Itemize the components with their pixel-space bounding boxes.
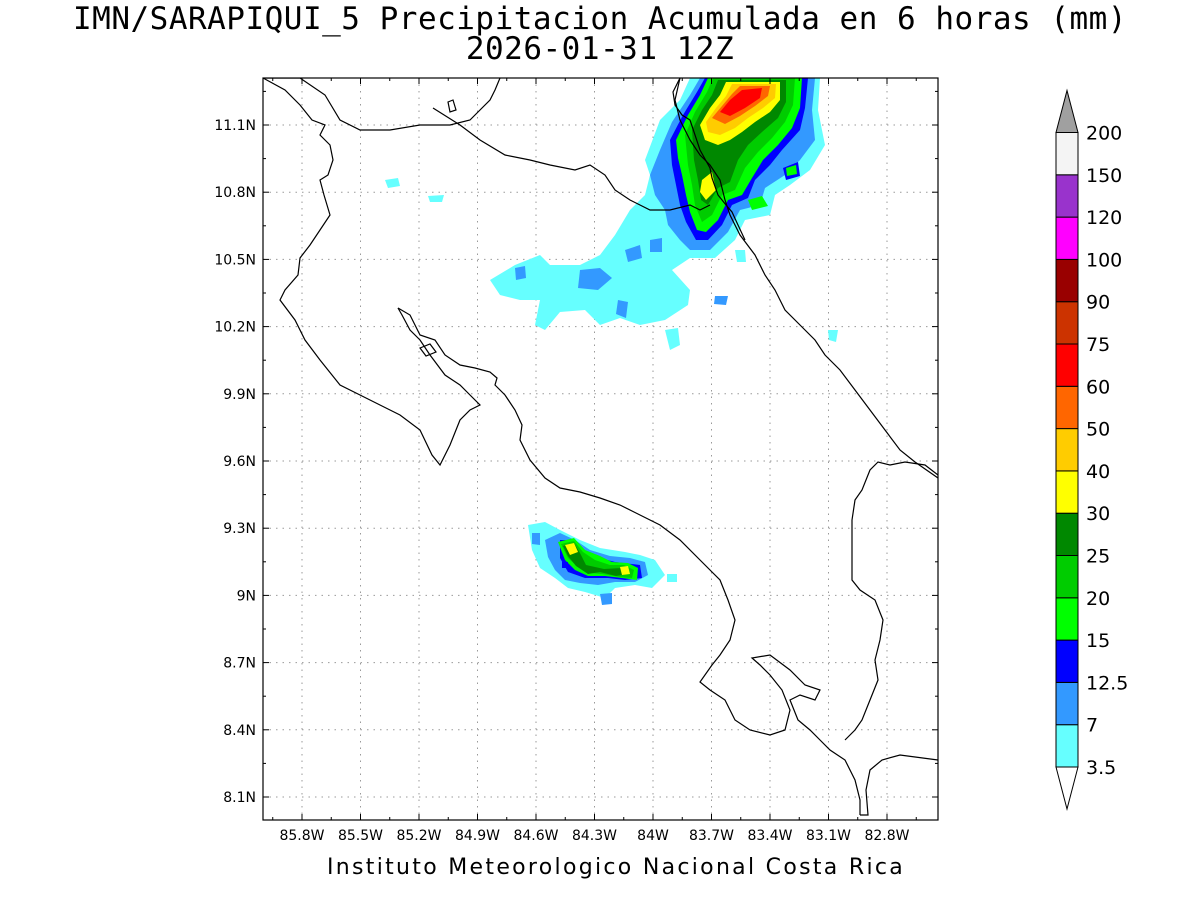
lat-tick-label: 10.2N [214, 320, 256, 336]
lat-tick-label: 10.5N [214, 252, 256, 268]
colorbar-swatch [1055, 555, 1079, 599]
rain-region-15 [748, 196, 768, 210]
nicaragua-coast [263, 78, 482, 467]
rain-region-7 [625, 245, 642, 262]
lat-tick-label: 9.9N [223, 387, 256, 403]
colorbar-label: 7 [1086, 715, 1098, 737]
lat-tick-label: 8.4N [223, 723, 256, 739]
nicaragua-border [432, 107, 711, 211]
rain-region-light [667, 574, 677, 582]
lon-tick-label: 84.6W [513, 828, 558, 844]
footer-credit: Instituto Meteorologico Nacional Costa R… [327, 855, 906, 880]
colorbar-arrow-top [1055, 88, 1079, 133]
colorbar-label: 75 [1086, 334, 1110, 356]
lon-tick-label: 83.4W [747, 828, 792, 844]
longitude-labels: 85.8W 85.5W 85.2W 84.9W 84.6W 84.3W 84W 83.7W 83… [279, 828, 909, 844]
colorbar-label: 200 [1086, 123, 1122, 145]
lat-tick-label: 10.8N [214, 185, 256, 201]
lon-tick-label: 83.1W [806, 828, 851, 844]
lon-tick-label: 84.3W [572, 828, 617, 844]
colorbar-swatch [1055, 639, 1079, 683]
rain-region-7 [578, 268, 612, 290]
colorbar-label: 40 [1086, 461, 1110, 483]
colorbar-label: 30 [1086, 503, 1110, 525]
rain-region-7 [616, 300, 628, 318]
colorbar-label: 100 [1086, 249, 1122, 271]
colorbar-swatch [1055, 470, 1079, 514]
colorbar-arrow-bottom [1055, 766, 1079, 811]
rain-region-light [385, 178, 400, 188]
lat-tick-label: 8.1N [223, 790, 256, 806]
colorbar-swatch [1055, 343, 1079, 387]
rain-region-60 [720, 88, 762, 116]
rain-region-7 [600, 593, 612, 605]
rain-region-7 [532, 533, 540, 545]
colorbar-swatch [1055, 258, 1079, 303]
rain-region-light [665, 328, 680, 350]
rain-region-30 [565, 543, 578, 555]
axis-ticks [263, 78, 938, 820]
lon-tick-label: 85.5W [338, 828, 383, 844]
colorbar-swatch [1055, 724, 1079, 768]
lon-tick-label: 84W [637, 828, 669, 844]
rain-region-7 [650, 238, 662, 252]
colorbar-swatch [1055, 385, 1079, 430]
colorbar: 3.5 7 12.5 15 20 25 30 40 50 60 75 90 100 120 150 200 [1055, 88, 1128, 811]
island [419, 343, 437, 357]
precipitation-field [385, 78, 838, 605]
rain-region-25 [563, 543, 628, 576]
rain-region-30 [620, 566, 630, 575]
panama-coast [844, 461, 938, 741]
map-frame [262, 77, 939, 821]
colorbar-swatch [1055, 301, 1079, 345]
colorbar-label: 60 [1086, 376, 1110, 398]
rain-region-7 [515, 266, 526, 280]
lon-tick-label: 85.8W [279, 828, 324, 844]
colorbar-swatch [1055, 512, 1079, 557]
caribbean-coast [674, 78, 938, 479]
lon-tick-label: 82.8W [864, 828, 909, 844]
colorbar-label: 3.5 [1086, 757, 1116, 779]
colorbar-label: 25 [1086, 546, 1110, 568]
map-gridlines [263, 78, 938, 820]
colorbar-label: 15 [1086, 630, 1110, 652]
colorbar-swatch [1055, 132, 1079, 176]
colorbar-swatch [1055, 174, 1079, 218]
latitude-labels: 11.1N 10.8N 10.5N 10.2N 9.9N 9.6N 9.3N 9N 8.7N 8.… [214, 118, 256, 806]
rain-region-light [428, 195, 444, 202]
rain-region-12 [562, 562, 568, 568]
gulf-nicoya [397, 307, 861, 815]
rain-region-light [828, 330, 838, 342]
lon-tick-label: 83.7W [689, 828, 734, 844]
colorbar-label: 120 [1086, 207, 1122, 229]
lon-tick-label: 85.2W [396, 828, 441, 844]
colorbar-label: 12.5 [1086, 672, 1128, 694]
coastlines [263, 78, 938, 816]
island [447, 99, 457, 113]
lat-tick-label: 11.1N [214, 118, 256, 134]
lon-tick-label: 84.9W [455, 828, 500, 844]
map-date: 2026-01-31 12Z [465, 31, 735, 67]
colorbar-swatch [1055, 216, 1079, 260]
san-juan-river [672, 78, 746, 241]
colorbar-label: 150 [1086, 165, 1122, 187]
rain-region-7 [714, 296, 728, 305]
rain-region-light [735, 250, 746, 262]
lat-tick-label: 9.6N [223, 454, 256, 470]
map-title: IMN/SARAPIQUI_5 Precipitacion Acumulada … [73, 1, 1127, 37]
colorbar-swatch [1055, 681, 1079, 726]
lat-tick-label: 9N [237, 588, 256, 604]
lat-tick-label: 9.3N [223, 521, 256, 537]
lake-nicaragua [263, 78, 501, 131]
colorbar-swatch [1055, 428, 1079, 472]
colorbar-label: 20 [1086, 588, 1110, 610]
colorbar-label: 90 [1086, 292, 1110, 314]
colorbar-swatch [1055, 597, 1079, 641]
rain-region-15 [786, 165, 797, 176]
lat-tick-label: 8.7N [223, 656, 256, 672]
colorbar-label: 50 [1086, 419, 1110, 441]
panama-border [860, 754, 938, 816]
